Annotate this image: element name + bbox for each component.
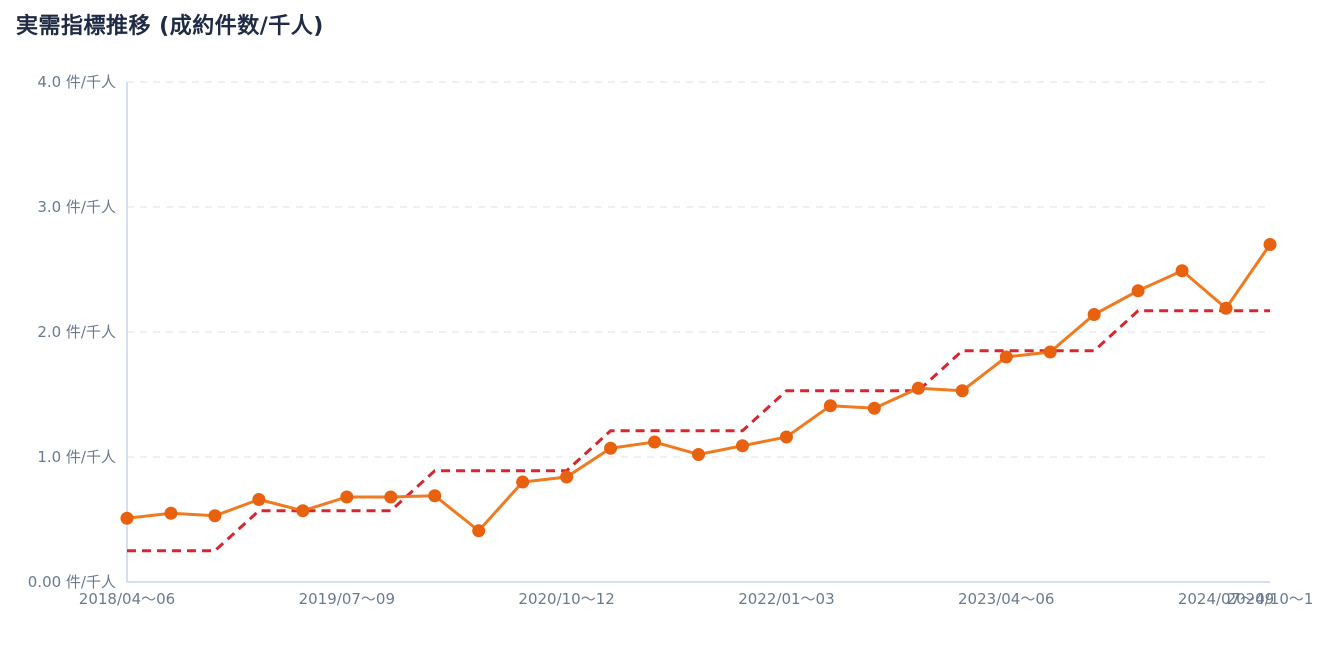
- series-dashed-line: [127, 309, 1270, 553]
- x-tick-label: 2024/10〜1: [1227, 590, 1314, 608]
- data-point: [1263, 238, 1277, 251]
- x-axis-ticks: 2018/04〜06 2019/07〜09 2020/10〜12 2022/01〜03…: [79, 590, 1314, 608]
- data-point: [1087, 308, 1101, 321]
- data-point: [779, 430, 793, 444]
- data-point: [208, 509, 222, 523]
- data-point: [823, 399, 837, 413]
- grid-lines: [127, 81, 1270, 458]
- x-tick-label: 2023/04〜06: [958, 590, 1054, 608]
- data-point: [692, 448, 705, 461]
- y-tick-label: 4.0 件/千人: [37, 73, 116, 91]
- data-point: [252, 493, 266, 506]
- data-point: [516, 475, 530, 489]
- data-point: [648, 435, 662, 449]
- data-point: [1131, 284, 1145, 298]
- data-point: [560, 470, 574, 484]
- y-axis-ticks: 0.00 件/千人 1.0 件/千人 2.0 件/千人 3.0 件/千人 4.0 件/千…: [28, 73, 116, 591]
- x-tick-label: 2024/07〜09: [1178, 590, 1274, 608]
- data-point: [340, 490, 354, 504]
- x-tick-label: 2018/04〜06: [79, 590, 175, 608]
- series-group: [120, 238, 1277, 553]
- y-tick-label: 1.0 件/千人: [37, 448, 116, 466]
- data-point: [604, 441, 618, 455]
- y-tick-label: 0.00 件/千人: [28, 573, 116, 591]
- data-point: [999, 350, 1013, 364]
- data-point: [428, 489, 442, 503]
- data-point: [164, 506, 178, 520]
- data-point: [955, 384, 969, 398]
- y-tick-label: 3.0 件/千人: [37, 198, 116, 216]
- data-point: [472, 524, 486, 538]
- x-tick-label: 2019/07〜09: [299, 590, 395, 608]
- axes: [126, 82, 1270, 583]
- series-solid-line: [126, 243, 1272, 533]
- data-point: [120, 511, 134, 525]
- x-tick-label: 2022/01〜03: [738, 590, 834, 608]
- data-point: [296, 504, 310, 518]
- x-tick-label: 2020/10〜12: [518, 590, 614, 608]
- data-point: [1175, 264, 1189, 278]
- y-tick-label: 2.0 件/千人: [37, 323, 116, 341]
- data-point: [1043, 345, 1057, 359]
- data-point: [911, 381, 925, 395]
- chart-title: 実需指標推移 (成約件数/千人): [16, 14, 324, 39]
- data-point: [867, 401, 881, 415]
- data-point: [735, 439, 749, 453]
- data-point: [1219, 301, 1233, 315]
- data-point: [384, 490, 398, 504]
